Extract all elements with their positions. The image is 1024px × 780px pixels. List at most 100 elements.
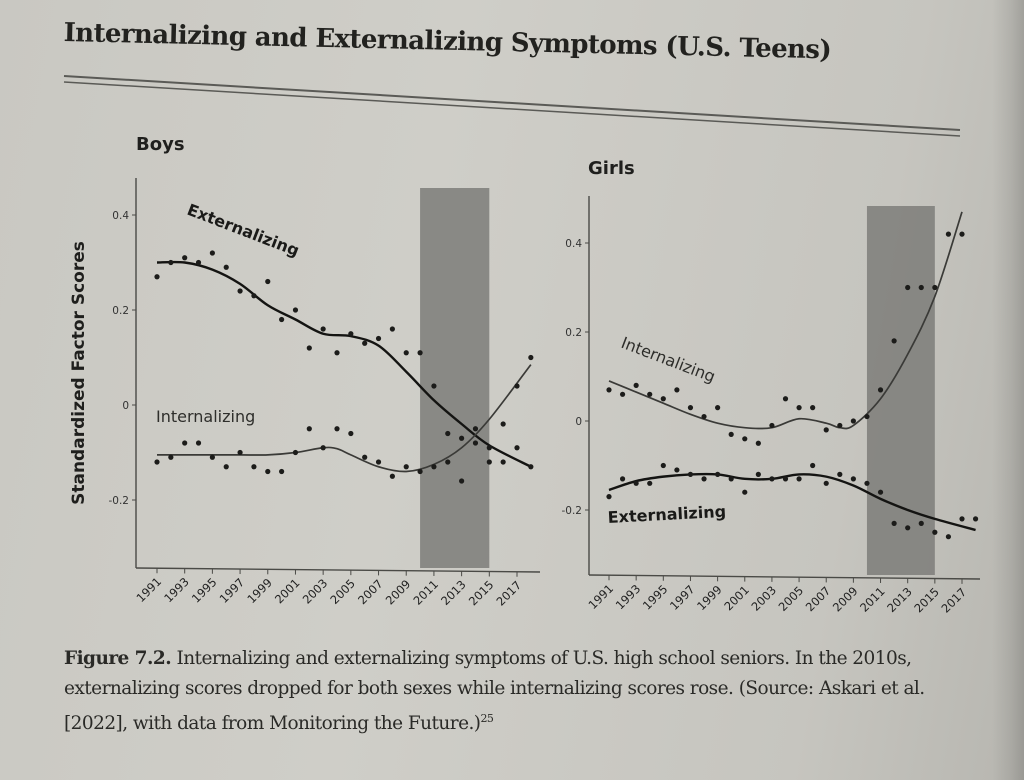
girls-externalizing-point [823, 480, 829, 486]
girls-externalizing-point [701, 476, 707, 482]
girls-externalizing-point [647, 480, 653, 486]
girls-externalizing-point [674, 467, 680, 473]
boys-externalizing-point [445, 430, 451, 437]
boys-internalizing-point [445, 459, 451, 465]
girls-externalizing-point [972, 516, 979, 522]
boys-x-tick-label: 1997 [217, 575, 248, 606]
figure-label: Figure 7.2. [64, 648, 172, 669]
girls-internalizing-trend-line [608, 211, 963, 430]
girls-externalizing-point [619, 476, 626, 482]
girls-x-tick-label: 1991 [586, 581, 617, 612]
girls-externalizing-point [850, 476, 856, 482]
girls-internalizing-point [728, 431, 734, 437]
boys-x-tick-label: 1995 [189, 575, 220, 606]
girls-internalizing-point [769, 422, 775, 429]
girls-internalizing-point [687, 405, 694, 411]
boys-shaded-region [420, 188, 490, 568]
boys-y-tick-label: -0.2 [109, 495, 130, 507]
girls-externalizing-point [769, 476, 775, 482]
girls-internalizing-point [823, 427, 829, 433]
boys-externalizing-label: Externalizing [185, 200, 302, 260]
girls-externalizing-point [755, 471, 761, 477]
title-rule [63, 75, 961, 137]
boys-externalizing-point [362, 340, 368, 346]
page-edge-shadow [992, 0, 1024, 780]
girls-externalizing-point [932, 529, 938, 535]
boys-x-tick-label: 2011 [410, 577, 441, 608]
boys-externalizing-point [417, 350, 423, 356]
boys-internalizing-point [168, 454, 174, 460]
girls-internalizing-point [837, 422, 843, 429]
girls-internalizing-point [932, 284, 938, 291]
girls-externalizing-point [606, 494, 612, 500]
girls-externalizing-point [728, 476, 734, 482]
girls-externalizing-point [864, 480, 870, 486]
girls-internalizing-point [633, 382, 639, 388]
boys-x-tick-label: 2015 [466, 578, 497, 609]
boys-y-tick-label: 0.2 [112, 305, 129, 317]
boys-x-tick-label: 2007 [355, 577, 386, 608]
girls-externalizing-point [877, 489, 884, 495]
boys-internalizing-point [348, 430, 354, 437]
boys-internalizing-point [292, 449, 299, 456]
girls-internalizing-point [877, 387, 884, 393]
boys-internalizing-point [514, 383, 520, 389]
boys-internalizing-point [528, 354, 534, 361]
girls-internalizing-point [945, 231, 952, 237]
boys-internalizing-label: Internalizing [156, 407, 255, 426]
figure-caption: Figure 7.2. Internalizing and externaliz… [64, 644, 984, 739]
girls-internalizing-label: Internalizing [619, 333, 718, 386]
boys-externalizing-point [292, 307, 299, 313]
boys-x-tick-label: 1991 [134, 574, 165, 605]
boys-internalizing-point [500, 421, 506, 427]
boys-externalizing-point [431, 383, 437, 389]
girls-x-tick-label: 2011 [857, 584, 888, 615]
girls-externalizing-point [905, 525, 911, 531]
boys-internalizing-point [154, 459, 160, 465]
girls-internalizing-point [647, 391, 653, 397]
boys-externalizing-point [195, 259, 202, 266]
girls-externalizing-point [660, 462, 666, 469]
girls-externalizing-point [891, 520, 897, 526]
girls-internalizing-point [905, 284, 911, 291]
girls-externalizing-point [945, 534, 952, 540]
boys-externalizing-point [279, 316, 285, 323]
boys-externalizing-point [251, 293, 257, 299]
boys-externalizing-point [486, 459, 492, 465]
girls-shaded-region [866, 206, 935, 575]
boys-externalizing-point [500, 459, 506, 465]
girls-x-tick-label: 2005 [776, 583, 807, 614]
girls-internalizing-point [674, 387, 680, 393]
girls-y-tick-label: 0.2 [565, 327, 582, 339]
girls-x-tick-label: 1993 [613, 582, 644, 613]
boys-externalizing-point [168, 259, 174, 266]
boys-y-tick-label: 0.4 [112, 210, 129, 222]
boys-externalizing-point [403, 350, 409, 356]
boys-x-tick-label: 2005 [327, 576, 358, 607]
girls-externalizing-point [837, 471, 843, 477]
girls-x-tick-label: 2001 [721, 583, 752, 614]
boys-x-tick-label: 2009 [383, 577, 414, 608]
boys-externalizing-point [237, 288, 243, 294]
boys-internalizing-point [223, 464, 229, 470]
girls-x-tick-label: 2015 [911, 585, 942, 616]
girls-externalizing-point [959, 516, 965, 522]
boys-internalizing-point [389, 473, 395, 479]
girls-internalizing-point [619, 391, 626, 397]
girls-externalizing-point [742, 489, 748, 495]
boys-panel: Boys Standardized Factor Scores 0.4 0.2 0 -0.… [69, 134, 541, 609]
girls-internalizing-point [891, 338, 897, 344]
girls-internalizing-point [715, 405, 721, 411]
boys-x-axis [135, 567, 541, 573]
boys-x-tick-label: 2017 [494, 578, 525, 609]
boys-externalizing-point [306, 345, 312, 351]
boys-externalizing-point [334, 350, 340, 356]
girls-internalizing-point [850, 418, 856, 424]
girls-internalizing-point [755, 440, 761, 446]
boys-internalizing-point [431, 464, 437, 470]
girls-internalizing-point [810, 405, 816, 411]
girls-x-tick-label: 2013 [884, 584, 915, 615]
girls-externalizing-point [633, 480, 639, 486]
boys-internalizing-point [362, 454, 368, 460]
